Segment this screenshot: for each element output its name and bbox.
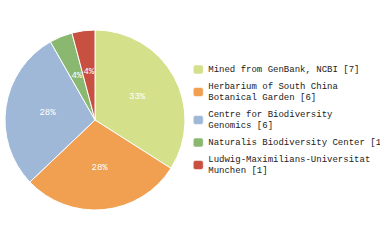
svg-text:Genomics [6]: Genomics [6] <box>208 121 273 131</box>
svg-text:Naturalis Biodiversity Center: Naturalis Biodiversity Center [1] <box>208 138 380 148</box>
svg-text:Mined from GenBank, NCBI [7]: Mined from GenBank, NCBI [7] <box>208 65 359 75</box>
svg-text:4%: 4% <box>83 67 94 77</box>
svg-text:28%: 28% <box>39 108 56 118</box>
svg-text:Ludwig-Maximilians-Universitat: Ludwig-Maximilians-Universitat <box>208 155 370 165</box>
svg-text:Munchen [1]: Munchen [1] <box>208 166 267 176</box>
svg-text:Herbarium of South China: Herbarium of South China <box>208 82 338 92</box>
svg-text:Centre for Biodiversity: Centre for Biodiversity <box>208 110 333 120</box>
svg-text:33%: 33% <box>129 92 146 102</box>
svg-text:28%: 28% <box>92 163 109 173</box>
svg-text:Botanical Garden [6]: Botanical Garden [6] <box>208 93 316 103</box>
svg-text:4%: 4% <box>71 71 82 81</box>
